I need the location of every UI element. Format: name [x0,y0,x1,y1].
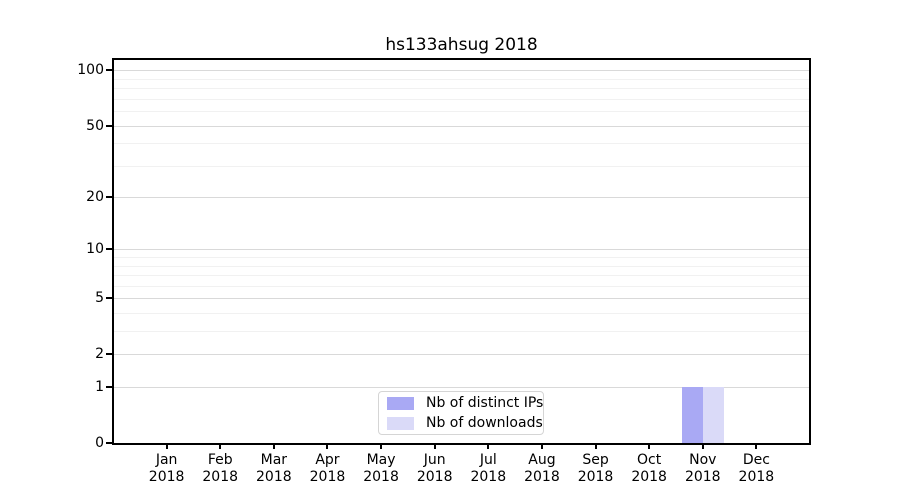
x-tick-label: Oct 2018 [617,452,681,486]
x-tick-mark [540,443,543,449]
x-tick-year: 2018 [738,469,775,485]
bar-nb-of-downloads [702,387,724,443]
x-tick-label: Jun 2018 [403,452,467,486]
x-tick-mark [648,443,651,449]
y-tick-label: 2 [95,346,104,363]
x-tick-mark [165,443,168,449]
y-tick-label: 10 [86,241,104,258]
major-gridline [113,387,810,389]
x-tick-mark [487,443,490,449]
y-tick-mark [106,353,112,356]
x-tick-year: 2018 [470,469,507,485]
x-tick-mark [755,443,758,449]
x-tick-label: Apr 2018 [295,452,359,486]
minor-gridline [113,275,810,277]
legend-item: Nb of downloads [387,415,543,431]
major-gridline [113,354,810,356]
x-tick-month: Mar [260,452,288,468]
x-tick-mark [380,443,383,449]
minor-gridline [113,257,810,259]
y-tick-mark [106,248,112,251]
minor-gridline [113,88,810,90]
y-tick-mark [106,297,112,300]
x-tick-label: Aug 2018 [510,452,574,486]
x-tick-month: Oct [637,452,662,468]
x-tick-year: 2018 [363,469,399,485]
chart-title: hs133ahsug 2018 [385,35,538,55]
x-tick-year: 2018 [202,469,239,485]
y-tick-label: 50 [86,117,104,134]
x-tick-label: Nov 2018 [671,452,735,486]
minor-gridline [113,165,810,167]
minor-gridline [113,111,810,113]
x-tick-mark [326,443,329,449]
x-tick-mark [219,443,222,449]
x-tick-month: Sep [582,452,609,468]
x-tick-year: 2018 [631,469,667,485]
x-tick-month: Aug [528,452,556,468]
x-tick-month: Feb [207,452,233,468]
x-tick-mark [594,443,597,449]
x-tick-month: Jan [155,452,178,468]
major-gridline [113,249,810,251]
y-tick-mark [106,196,112,199]
y-tick-mark [106,442,112,444]
x-tick-month: Jul [479,452,497,468]
x-tick-mark [701,443,704,449]
x-tick-year: 2018 [148,469,185,485]
x-tick-label: Dec 2018 [724,452,788,486]
legend-label: Nb of distinct IPs [426,395,544,411]
x-tick-month: Nov [689,452,717,468]
y-tick-label: 0 [95,435,104,451]
x-tick-year: 2018 [577,469,614,485]
x-tick-month: Jun [423,452,446,468]
legend-swatch-icon [387,416,414,430]
x-tick-label: Mar 2018 [242,452,306,486]
x-tick-month: Apr [315,452,340,468]
minor-gridline [113,331,810,333]
minor-gridline [113,143,810,145]
x-tick-label: Feb 2018 [188,452,252,486]
major-gridline [113,70,810,72]
y-tick-label: 5 [95,290,104,307]
major-gridline [113,125,810,127]
x-tick-year: 2018 [309,469,346,485]
y-tick-label: 20 [86,189,104,206]
y-tick-mark [106,69,112,72]
major-gridline [113,298,810,300]
x-tick-label: Jan 2018 [135,452,199,486]
x-tick-label: Sep 2018 [564,452,628,486]
x-tick-year: 2018 [684,469,721,485]
x-tick-label: May 2018 [349,452,413,486]
minor-gridline [113,265,810,267]
y-tick-mark [106,124,112,127]
legend: Nb of distinct IPs Nb of downloads [378,391,544,435]
x-tick-month: Dec [742,452,770,468]
legend-label: Nb of downloads [426,415,543,431]
x-tick-year: 2018 [524,469,560,485]
x-tick-mark [272,443,275,449]
minor-gridline [113,78,810,80]
x-tick-year: 2018 [416,469,453,485]
plot-area [112,58,811,445]
legend-swatch-icon [387,396,414,410]
legend-item: Nb of distinct IPs [387,395,543,411]
bar-nb-of-distinct-ips [681,387,703,443]
x-tick-label: Jul 2018 [456,452,520,486]
minor-gridline [113,98,810,100]
x-tick-month: May [366,452,396,468]
minor-gridline [113,313,810,315]
y-tick-label: 100 [77,62,104,79]
major-gridline [113,197,810,199]
y-tick-label: 1 [95,379,104,396]
minor-gridline [113,285,810,287]
y-tick-mark [106,386,112,389]
x-tick-year: 2018 [256,469,292,485]
x-tick-mark [433,443,436,449]
